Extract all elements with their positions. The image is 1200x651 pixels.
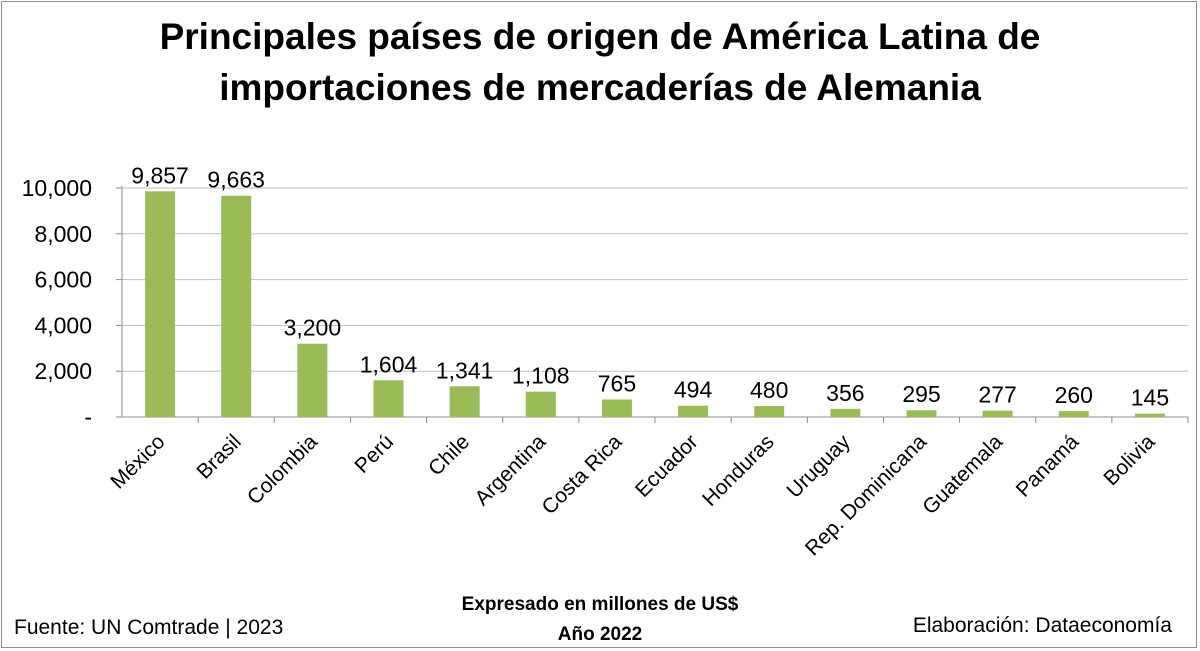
y-tick-label: 4,000 [34,312,92,338]
x-tick-label: Panamá [1012,430,1084,502]
source-label: Fuente: UN Comtrade | 2023 [14,616,284,639]
year-note: Año 2022 [557,624,643,645]
data-label: 1,108 [512,363,570,389]
x-tick-label: Guatemala [918,430,1007,519]
x-tick-label: Argentina [470,430,550,510]
data-label: 765 [598,370,636,396]
x-tick-label: Chile [424,430,474,480]
x-tick-label: Bolivia [1099,430,1159,490]
bar [297,343,328,417]
x-tick-label: Perú [350,430,398,478]
data-label: 1,341 [436,357,494,383]
data-label: 9,663 [207,167,265,193]
x-tick-label: Ecuador [631,430,703,502]
x-tick-label: Brasil [192,430,245,483]
bar [145,191,176,417]
bar [221,195,252,417]
bar [601,399,632,417]
bar [1134,413,1165,417]
y-tick-label: 2,000 [34,358,92,384]
data-label: 277 [978,382,1016,408]
data-label: 3,200 [284,315,342,341]
bar [830,408,861,417]
data-label: 9,857 [131,162,189,188]
bar [373,380,404,417]
y-tick-label: 10,000 [22,175,92,201]
data-label: 295 [902,381,940,407]
units-note: Expresado en millones de US$ [461,594,739,615]
y-tick-label: - [84,404,92,430]
bar [449,386,480,417]
data-label: 145 [1131,385,1169,411]
y-tick-label: 6,000 [34,267,92,293]
data-label: 480 [750,377,788,403]
bar [982,410,1013,417]
bar [754,406,785,417]
x-tick-label: Colombia [243,430,322,509]
bar [525,391,556,417]
data-label: 260 [1055,382,1093,408]
x-tick-label: México [106,430,169,493]
bar [906,410,937,417]
data-label: 494 [674,377,713,403]
x-tick-label: Costa Rica [538,430,627,519]
x-tick-label: Honduras [698,430,779,511]
bar [1058,411,1089,417]
data-label: 356 [826,380,864,406]
bar [678,405,709,417]
credit-label: Elaboración: Dataeconomía [912,614,1172,637]
x-tick-label: Uruguay [782,430,855,503]
data-label: 1,604 [360,351,418,377]
y-tick-label: 8,000 [34,221,92,247]
chart-title-line1: Principales países de origen de América … [159,16,1041,57]
chart-title-line2: importaciones de mercaderías de Alemania [219,67,981,108]
